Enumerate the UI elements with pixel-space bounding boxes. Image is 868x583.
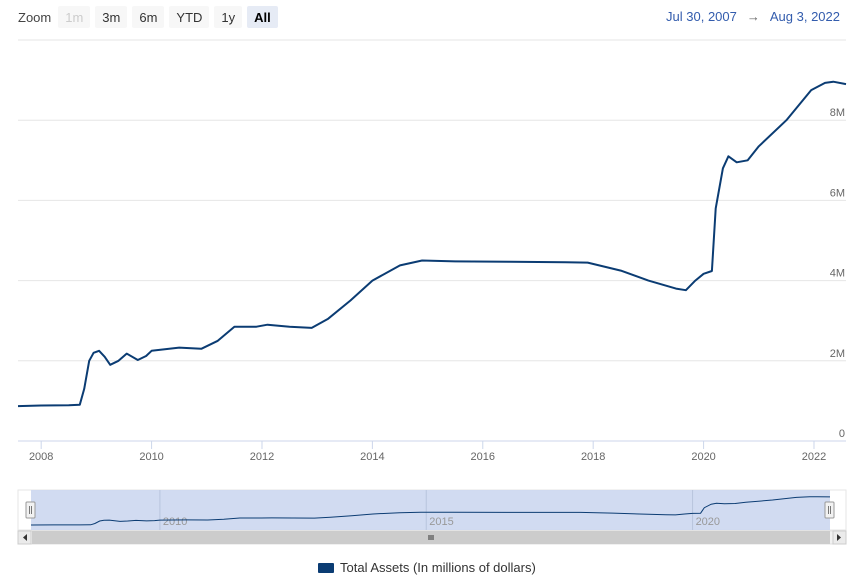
zoom-6m-button[interactable]: 6m — [132, 6, 165, 28]
navigator[interactable]: 2010 2015 2020 — [17, 489, 847, 531]
x-tick-label: 2014 — [360, 451, 384, 463]
y-tick-label: 4M — [830, 268, 845, 280]
range-from-input[interactable]: Jul 30, 2007 — [666, 9, 737, 24]
arrow-right-icon — [837, 534, 841, 541]
zoom-ytd-button[interactable]: YTD — [169, 6, 210, 28]
y-tick-label: 2M — [830, 348, 845, 360]
range-separator: → — [746, 9, 760, 24]
series-line-total-assets — [17, 80, 847, 408]
scrollbar[interactable] — [17, 530, 847, 545]
arrow-left-icon — [23, 534, 27, 541]
x-tick-label: 2010 — [139, 451, 163, 463]
zoom-bar: Zoom 1m 3m 6m YTD 1y All — [18, 6, 283, 28]
x-tick-label: 2018 — [581, 451, 605, 463]
y-axis: 0 2M 4M 6M 8M — [18, 107, 846, 442]
legend-label[interactable]: Total Assets (In millions of dollars) — [340, 560, 536, 575]
zoom-1y-button[interactable]: 1y — [214, 6, 243, 28]
legend[interactable]: Total Assets (In millions of dollars) — [318, 560, 536, 575]
zoom-all-button[interactable]: All — [247, 6, 278, 28]
legend-swatch — [318, 562, 334, 573]
navigator-grid: 2010 2015 2020 — [159, 490, 720, 530]
navigator-x-label: 2010 — [163, 516, 187, 528]
x-tick-label: 2022 — [802, 451, 826, 463]
zoom-3m-button[interactable]: 3m — [95, 6, 128, 28]
navigator-x-label: 2015 — [429, 516, 453, 528]
navigator-right-handle[interactable] — [824, 501, 835, 519]
y-tick-label: 6M — [830, 187, 845, 199]
x-tick-label: 2012 — [250, 451, 274, 463]
navigator-x-label: 2020 — [696, 516, 720, 528]
date-range: Jul 30, 2007 → Aug 3, 2022 — [666, 9, 840, 24]
y-tick-label: 0 — [839, 428, 845, 440]
range-to-input[interactable]: Aug 3, 2022 — [769, 9, 840, 24]
x-axis: 2008 2010 2012 2014 2016 2018 2020 2022 — [29, 441, 826, 463]
grid-lines — [18, 39, 846, 362]
x-tick-label: 2020 — [691, 451, 715, 463]
x-tick-label: 2016 — [471, 451, 495, 463]
zoom-label: Zoom — [18, 9, 52, 25]
x-tick-label: 2008 — [29, 451, 53, 463]
navigator-left-handle[interactable] — [25, 501, 36, 519]
zoom-1m-button[interactable]: 1m — [58, 6, 91, 28]
navigator-selected-range[interactable] — [31, 490, 830, 530]
y-tick-label: 8M — [830, 107, 845, 119]
navigator-series-line — [30, 496, 831, 526]
